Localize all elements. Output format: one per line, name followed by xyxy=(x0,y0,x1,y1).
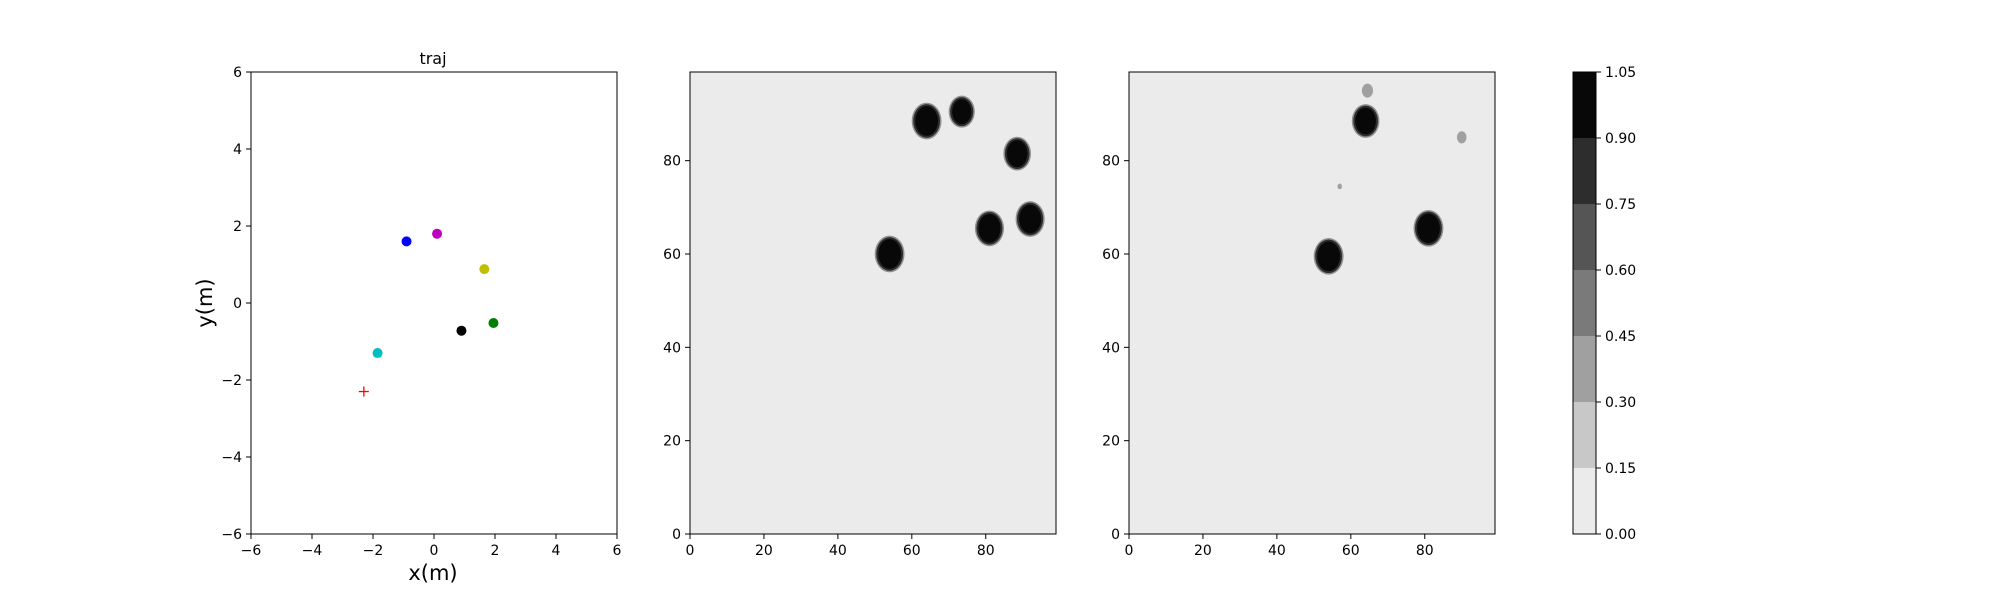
heat-blob xyxy=(874,235,905,273)
colorbar-segment xyxy=(1573,138,1596,204)
colorbar-tick-label: 0.00 xyxy=(1605,527,1636,543)
x-tick-label: 0 xyxy=(686,543,695,559)
x-tick-label: −2 xyxy=(363,543,384,559)
traj-plot-area xyxy=(250,71,618,535)
scatter-point xyxy=(401,236,412,247)
scatter-point xyxy=(432,228,443,239)
heat-blob xyxy=(1337,183,1342,190)
colorbar-tick-label: 0.75 xyxy=(1605,197,1636,213)
y-tick-label: 0 xyxy=(233,296,242,312)
colorbar-segment xyxy=(1573,72,1596,138)
heat-blob xyxy=(1361,83,1374,98)
traj-title: traj xyxy=(419,49,446,68)
scatter-point xyxy=(488,318,499,329)
x-tick-label: 20 xyxy=(1194,543,1212,559)
x-tick-label: 0 xyxy=(1125,543,1134,559)
heat-blob xyxy=(911,102,942,140)
traj-y-axis: −6 −4 −2 0 2 4 6 xyxy=(221,65,251,543)
map-1-x-axis: 0 20 40 60 80 xyxy=(686,534,995,559)
heat-blob xyxy=(1003,136,1032,171)
traj-x-label: x(m) xyxy=(408,561,457,585)
map-1-background xyxy=(690,72,1056,534)
map-1-blobs xyxy=(874,95,1045,273)
heat-blob xyxy=(1456,131,1467,144)
colorbar-tick-label: 1.05 xyxy=(1605,65,1636,81)
x-tick-label: 2 xyxy=(491,543,500,559)
map-2-frame xyxy=(1128,71,1496,535)
colorbar-tick-label: 0.60 xyxy=(1605,263,1636,279)
x-tick-label: 80 xyxy=(1416,543,1434,559)
colorbar-tick-label: 0.45 xyxy=(1605,329,1636,345)
x-tick-label: 40 xyxy=(1268,543,1286,559)
map-2-x-axis: 0 20 40 60 80 xyxy=(1125,534,1434,559)
x-tick-label: 80 xyxy=(977,543,995,559)
y-tick-label: 0 xyxy=(1111,527,1120,543)
heat-blob xyxy=(1413,210,1444,247)
y-tick-label: 60 xyxy=(663,247,681,263)
heat-blob xyxy=(1313,238,1344,275)
x-tick-label: 60 xyxy=(903,543,921,559)
colorbar-tick-label: 0.90 xyxy=(1605,131,1636,147)
y-tick-label: 60 xyxy=(1102,247,1120,263)
map-2-background xyxy=(1129,72,1495,534)
y-tick-label: 20 xyxy=(1102,434,1120,450)
y-tick-label: −6 xyxy=(221,527,242,543)
x-tick-label: 40 xyxy=(829,543,847,559)
colorbar-tick-label: 0.15 xyxy=(1605,461,1636,477)
scatter-point xyxy=(456,325,467,336)
y-tick-label: −2 xyxy=(221,373,242,389)
map-1-y-axis: 0 20 40 60 80 xyxy=(663,154,690,543)
traj-panel: traj −6 −4 −2 0 2 4 6 −6 −4 −2 0 2 4 6 x(m) y(m) xyxy=(193,49,622,585)
colorbar-ticks: 0.00 0.15 0.30 0.45 0.60 0.75 0.90 1.05 xyxy=(1596,65,1636,543)
y-tick-label: 40 xyxy=(1102,340,1120,356)
y-tick-label: 0 xyxy=(672,527,681,543)
y-tick-label: 40 xyxy=(663,340,681,356)
y-tick-label: 6 xyxy=(233,65,242,81)
colorbar-tick-label: 0.30 xyxy=(1605,395,1636,411)
y-tick-label: 20 xyxy=(663,434,681,450)
y-tick-label: 80 xyxy=(1102,154,1120,170)
colorbar: 0.00 0.15 0.30 0.45 0.60 0.75 0.90 1.05 xyxy=(1572,65,1636,543)
traj-x-axis: −6 −4 −2 0 2 4 6 xyxy=(241,534,622,559)
x-tick-label: 6 xyxy=(613,543,622,559)
x-tick-label: 0 xyxy=(430,543,439,559)
map-panel-2: 0 20 40 60 80 0 20 40 60 80 xyxy=(1102,71,1496,559)
colorbar-segment xyxy=(1573,402,1596,468)
colorbar-frame xyxy=(1572,71,1597,535)
x-tick-label: −4 xyxy=(302,543,323,559)
map-panel-1: 0 20 40 60 80 0 20 40 60 80 xyxy=(663,71,1057,559)
map-2-blobs xyxy=(1313,83,1467,275)
x-tick-label: 60 xyxy=(1342,543,1360,559)
colorbar-segment xyxy=(1573,336,1596,402)
y-tick-label: 2 xyxy=(233,219,242,235)
heat-blob xyxy=(1351,104,1380,138)
map-1-frame xyxy=(689,71,1057,535)
y-tick-label: 4 xyxy=(233,142,242,158)
scatter-point-plus xyxy=(358,386,369,397)
heat-blob xyxy=(974,210,1005,247)
colorbar-segment xyxy=(1573,204,1596,270)
colorbar-segments xyxy=(1573,72,1596,534)
y-tick-label: −4 xyxy=(221,450,242,466)
heat-blob xyxy=(948,95,975,128)
y-tick-label: 80 xyxy=(663,154,681,170)
traj-points xyxy=(358,228,499,397)
heat-blob xyxy=(1015,201,1045,237)
map-2-y-axis: 0 20 40 60 80 xyxy=(1102,154,1129,543)
scatter-point xyxy=(372,348,383,359)
x-tick-label: 4 xyxy=(552,543,561,559)
scatter-point xyxy=(479,264,490,275)
x-tick-label: 20 xyxy=(755,543,773,559)
colorbar-segment xyxy=(1573,468,1596,534)
colorbar-segment xyxy=(1573,270,1596,336)
x-tick-label: −6 xyxy=(241,543,262,559)
traj-y-label: y(m) xyxy=(193,278,217,327)
